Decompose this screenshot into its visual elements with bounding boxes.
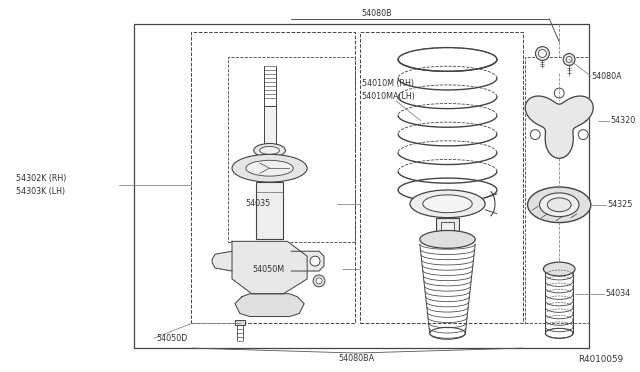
Text: 54320: 54320 xyxy=(611,116,636,125)
Ellipse shape xyxy=(543,262,575,276)
Circle shape xyxy=(549,111,569,131)
Ellipse shape xyxy=(246,160,293,176)
Text: 54050D: 54050D xyxy=(156,334,188,343)
Text: 54080BA: 54080BA xyxy=(339,353,374,362)
Text: 54034: 54034 xyxy=(605,289,631,298)
Circle shape xyxy=(543,105,575,137)
Circle shape xyxy=(554,88,564,98)
Polygon shape xyxy=(212,251,232,271)
Circle shape xyxy=(563,54,575,65)
Circle shape xyxy=(536,46,549,61)
Ellipse shape xyxy=(232,154,307,182)
Bar xyxy=(191,32,355,323)
Circle shape xyxy=(566,57,572,62)
Ellipse shape xyxy=(527,187,591,222)
Polygon shape xyxy=(291,251,324,271)
Polygon shape xyxy=(525,96,593,158)
Ellipse shape xyxy=(429,327,465,339)
Bar xyxy=(256,182,284,239)
Bar xyxy=(440,222,454,234)
Text: 54035: 54035 xyxy=(246,199,271,208)
Text: 54010M (RH): 54010M (RH) xyxy=(362,79,413,88)
Text: R4010059: R4010059 xyxy=(579,356,623,365)
Text: 54303K (LH): 54303K (LH) xyxy=(15,187,65,196)
Ellipse shape xyxy=(260,147,280,154)
Ellipse shape xyxy=(254,144,285,157)
Bar xyxy=(134,24,589,348)
Bar xyxy=(525,57,589,323)
Ellipse shape xyxy=(545,328,573,338)
Circle shape xyxy=(531,130,540,140)
Circle shape xyxy=(316,278,322,284)
Bar xyxy=(360,32,523,323)
Bar xyxy=(264,106,275,150)
Circle shape xyxy=(313,275,325,287)
Bar xyxy=(235,320,245,326)
Text: 54325: 54325 xyxy=(607,200,633,209)
Circle shape xyxy=(310,256,320,266)
Text: 54080B: 54080B xyxy=(361,10,392,19)
Circle shape xyxy=(554,116,564,126)
Text: 54302K (RH): 54302K (RH) xyxy=(15,174,66,183)
Ellipse shape xyxy=(420,231,475,248)
Circle shape xyxy=(538,49,547,58)
Text: 54080A: 54080A xyxy=(592,72,623,81)
Text: 54050M: 54050M xyxy=(253,264,285,273)
Circle shape xyxy=(579,130,588,140)
Bar xyxy=(436,218,460,237)
Bar xyxy=(228,57,355,242)
Polygon shape xyxy=(232,241,307,294)
Ellipse shape xyxy=(423,195,472,213)
Ellipse shape xyxy=(540,193,579,217)
Text: 54010MA(LH): 54010MA(LH) xyxy=(362,92,415,100)
Polygon shape xyxy=(235,294,304,317)
Ellipse shape xyxy=(547,198,571,212)
Ellipse shape xyxy=(410,190,485,218)
